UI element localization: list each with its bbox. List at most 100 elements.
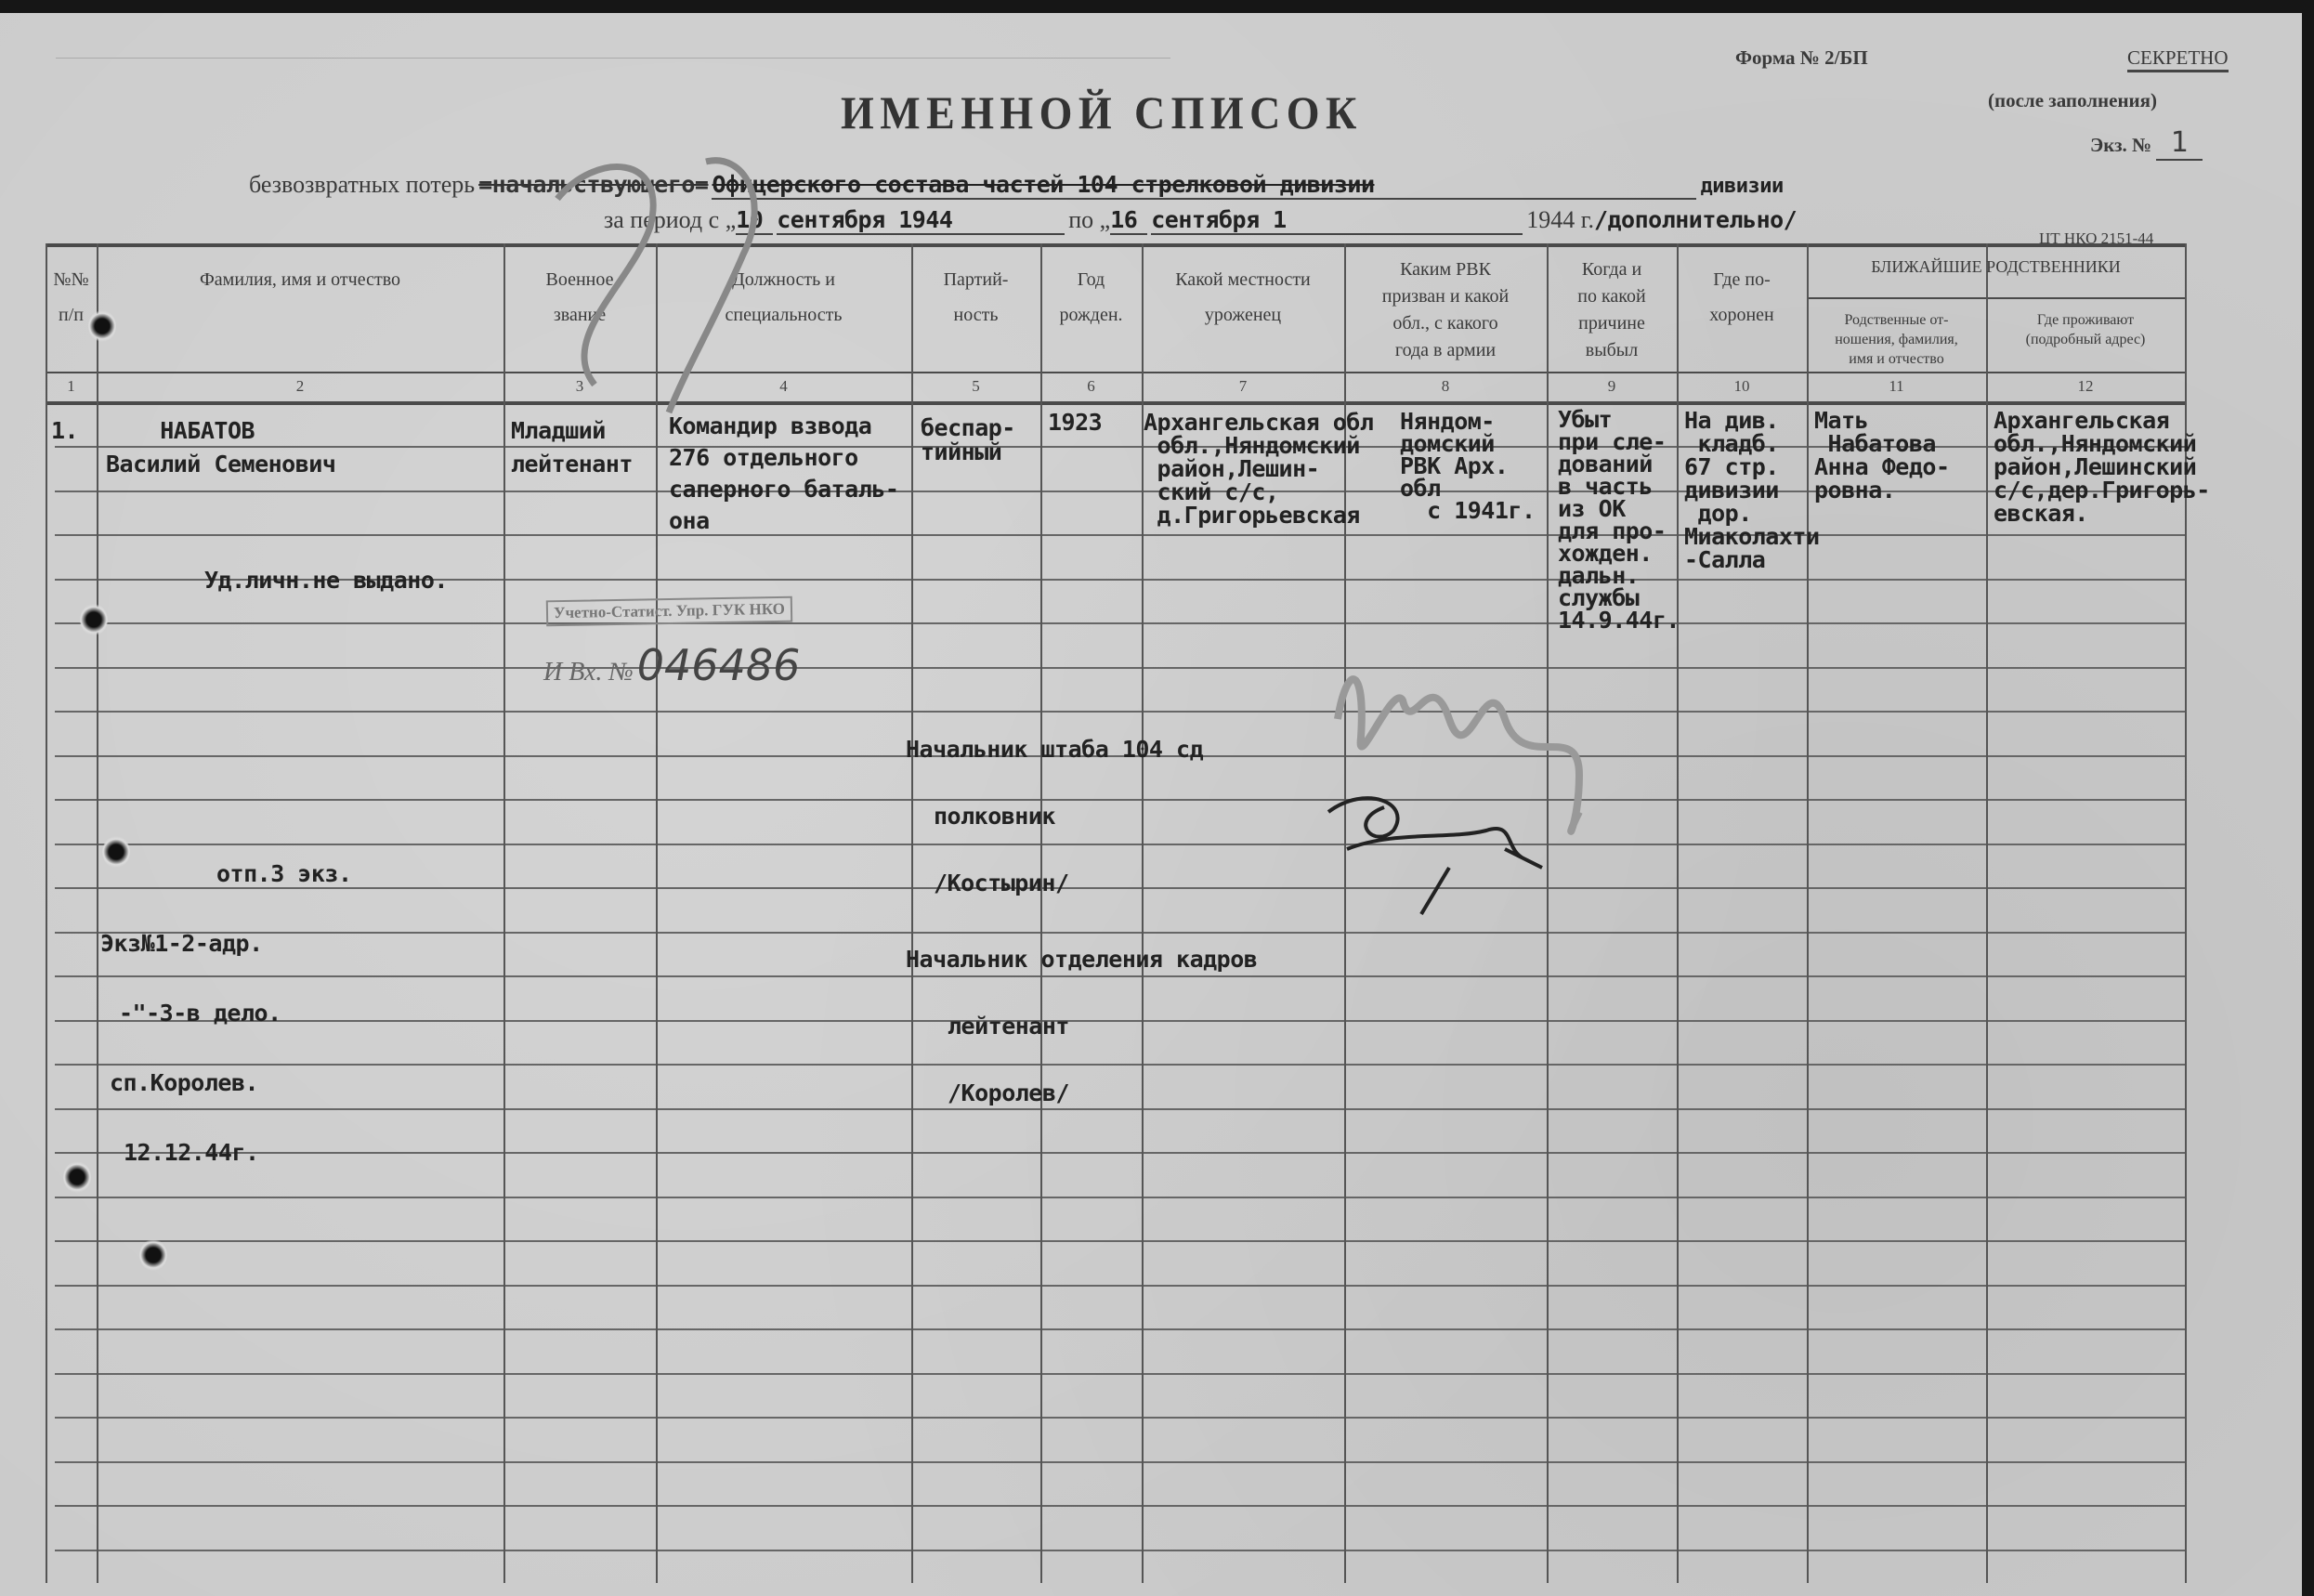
- column-header-12: Где проживают (подробный адрес): [1986, 310, 2185, 349]
- column-header-2: Фамилия, имя и отчество: [97, 262, 503, 297]
- table-cell-col-2: НАБАТОВ Василий Семенович: [106, 414, 336, 481]
- column-number: 9: [1607, 377, 1616, 395]
- column-rule: [1807, 243, 1809, 1583]
- column-number: 7: [1238, 377, 1248, 395]
- column-rule: [1142, 243, 1144, 1583]
- cell-line: НАБАТОВ: [106, 417, 255, 444]
- cell-line: из ОК: [1558, 495, 1626, 522]
- period-to-text: сентября 1: [1151, 206, 1523, 235]
- losses-line: безвозвратных потерь =начальствующего= О…: [249, 171, 1784, 200]
- incoming-number-value: 046486: [636, 640, 801, 690]
- cell-line: беспар-: [921, 414, 1015, 441]
- row-rule: [55, 667, 2185, 669]
- cell-line: ровна.: [1814, 477, 1896, 504]
- row-rule: [55, 799, 2185, 801]
- punch-hole: [63, 1161, 91, 1193]
- table-cell-col-7: Архангельская обл обл.,Няндомский район,…: [1144, 411, 1374, 527]
- cell-line: район,Лешинский: [1994, 453, 2197, 480]
- table-cell-col-9: Убыт при сле-дований в часть из ОК для про-х…: [1558, 408, 1680, 634]
- column-header-line: специальность: [725, 305, 843, 325]
- losses-label: безвозвратных потерь: [249, 171, 476, 198]
- chief-name: /Костырин/: [934, 870, 1069, 896]
- cell-line: 1.: [51, 417, 79, 444]
- punch-hole: [139, 1239, 167, 1271]
- column-rule: [911, 243, 913, 1583]
- row-rule: [55, 975, 2185, 977]
- cell-line: дований: [1558, 451, 1653, 477]
- table-cell-col-3: Младший лейтенант: [511, 414, 633, 481]
- document-page: Форма № 2/БП СЕКРЕТНО (после заполнения)…: [0, 13, 2302, 1596]
- column-header-7: Какой местности уроженец: [1142, 262, 1344, 333]
- column-header-line: года в армии: [1394, 340, 1497, 360]
- table-cell-col-1: 1.: [51, 414, 79, 448]
- period-line: за период с „10 сентября 1944 по „16 сен…: [604, 206, 1798, 235]
- row-rule: [55, 887, 2185, 889]
- cell-line: Мать: [1814, 407, 1869, 434]
- punch-hole: [88, 310, 116, 342]
- incoming-number: И Вх. № 046486: [543, 640, 800, 690]
- cell-line: лейтенант: [511, 451, 633, 477]
- secret-label: СЕКРЕТНО: [2127, 46, 2229, 72]
- column-header-line: Каким РВК: [1400, 259, 1491, 280]
- row-rule: [55, 1240, 2185, 1242]
- copies-line: сп.Королев.: [110, 1069, 259, 1096]
- column-header-4: Должность и специальность: [656, 262, 911, 333]
- cell-line: обл.,Няндомский: [1144, 432, 1361, 459]
- cell-line: 1923: [1048, 409, 1103, 436]
- column-header-line: п/п: [59, 305, 84, 325]
- cell-line: 14.9.44г.: [1558, 607, 1680, 634]
- column-number: 2: [295, 377, 305, 395]
- cell-line: Младший: [511, 417, 606, 444]
- additional-note: /дополнительно/: [1593, 206, 1798, 233]
- signature-block: Начальник штаба 104 сд полковник /Костыр…: [906, 694, 1258, 1149]
- group-header-relatives: БЛИЖАЙШИЕ РОДСТВЕННИКИ: [1871, 257, 2121, 276]
- column-header-line: Должность и: [732, 269, 835, 290]
- column-rule: [1547, 243, 1549, 1583]
- cell-line: с 1941г.: [1400, 497, 1536, 524]
- column-header-line: причине: [1578, 313, 1645, 334]
- pencil-number-mark: [555, 157, 758, 414]
- column-header-line: выбыл: [1585, 340, 1639, 360]
- punch-hole: [102, 836, 130, 868]
- column-rule: [2185, 243, 2187, 1583]
- hr-title: Начальник отделения кадров: [906, 946, 1258, 973]
- cell-line: службы: [1558, 584, 1640, 611]
- column-header-line: Где проживают: [2036, 312, 2135, 328]
- column-number: 12: [2077, 377, 2094, 395]
- cell-line: район,Лешин-: [1144, 455, 1320, 482]
- row-rule: [55, 1328, 2185, 1330]
- column-header-9: Когда и по какой причине выбыл: [1547, 256, 1677, 364]
- cell-line: -Салла: [1684, 546, 1766, 573]
- table-cell-col-6: 1923: [1048, 409, 1103, 436]
- row-rule: [55, 932, 2185, 934]
- id-card-note: Уд.личн.не выдано.: [204, 567, 448, 594]
- table-cell-col-4: Командир взвода 276 отдельного саперного б…: [669, 411, 899, 537]
- column-header-line: №№: [53, 269, 89, 290]
- copy-number-field: Экз. № 1: [2090, 126, 2203, 161]
- copies-line: отп.3 экз.: [216, 860, 352, 887]
- cell-line: при сле-: [1558, 428, 1667, 455]
- column-header-11: Родственные от-ношения, фамилия, имя и от…: [1807, 310, 1986, 369]
- table-cell-col-10: На див. кладб. 67 стр. дивизии дор. Миакола…: [1684, 409, 1820, 571]
- chief-title: Начальник штаба 104 сд: [906, 736, 1204, 763]
- ink-signature: [1327, 796, 1543, 916]
- form-code: ЦТ НКО 2151-44: [2039, 229, 2154, 247]
- column-rule: [1986, 243, 1988, 1583]
- row-rule: [55, 1285, 2185, 1287]
- copies-line: Экз№1-2-адр.: [100, 930, 263, 957]
- row-rule: [55, 1152, 2185, 1154]
- column-header-line: Год: [1077, 269, 1105, 290]
- column-header-line: уроженец: [1204, 305, 1282, 325]
- row-rule: [55, 1417, 2185, 1419]
- row-rule: [55, 755, 2185, 757]
- row-rule: [55, 1020, 2185, 1022]
- row-rule: [55, 1461, 2185, 1463]
- cell-line: Набатова: [1814, 430, 1937, 457]
- cell-line: саперного баталь-: [669, 476, 899, 503]
- period-label: за период с „: [604, 206, 737, 233]
- row-rule: [55, 534, 2185, 536]
- column-number: 5: [972, 377, 980, 395]
- row-rule: [55, 1505, 2185, 1507]
- header-divider: [46, 372, 2185, 373]
- column-header-1: №№ п/п: [46, 262, 97, 333]
